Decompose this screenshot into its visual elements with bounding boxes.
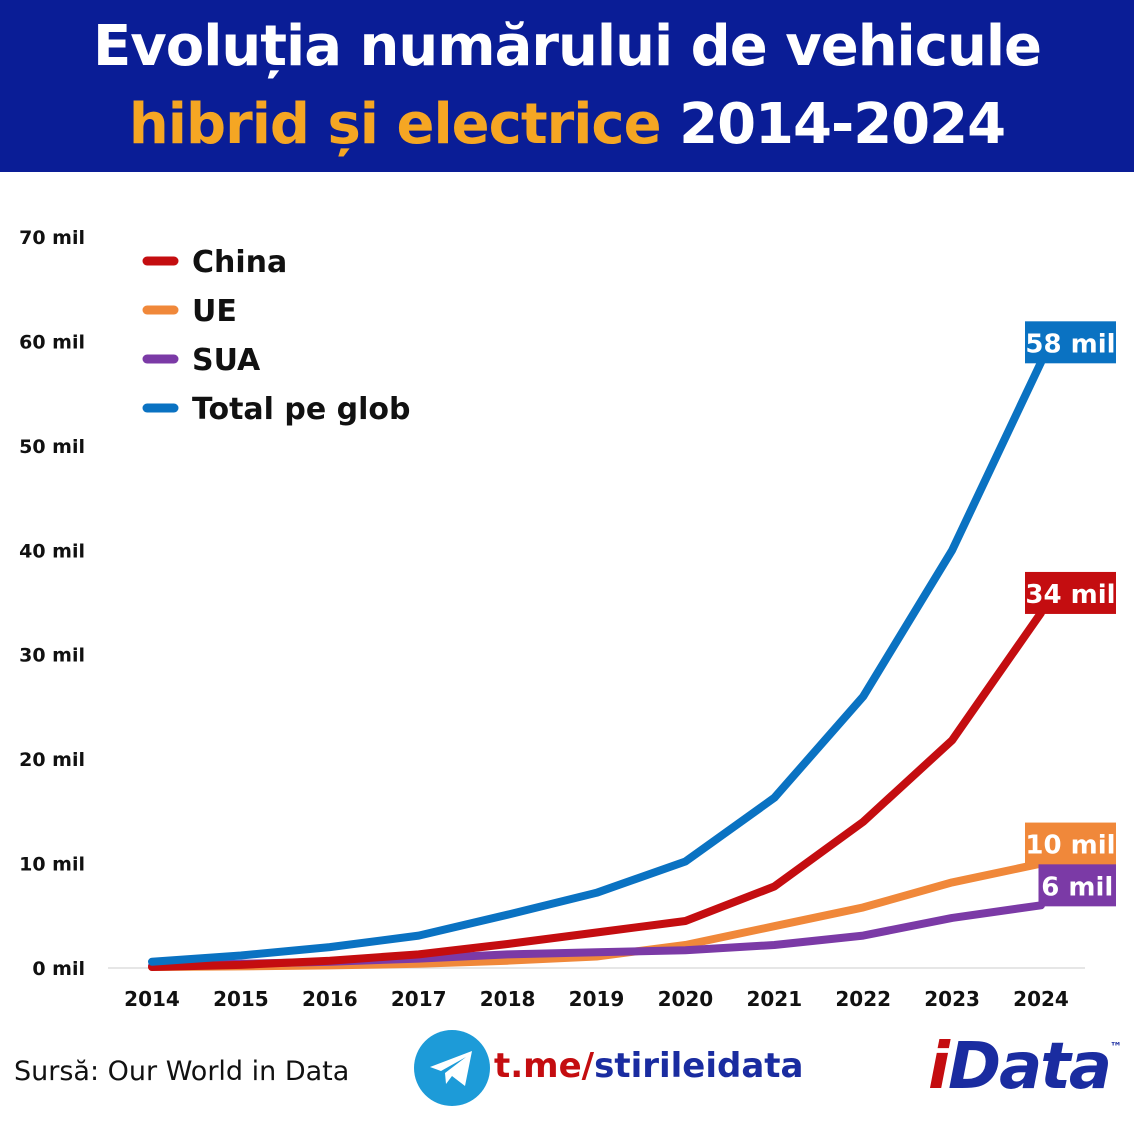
idata-logo: iData™ bbox=[928, 1030, 1122, 1104]
legend-label-ue: UE bbox=[192, 294, 237, 329]
legend-label-china: China bbox=[192, 245, 287, 280]
x-tick-label: 2017 bbox=[391, 987, 447, 1011]
x-tick-label: 2023 bbox=[924, 987, 980, 1011]
title-line-1: Evoluția numărului de vehicule bbox=[92, 14, 1042, 79]
x-tick-label: 2024 bbox=[1013, 987, 1069, 1011]
x-tick-label: 2016 bbox=[302, 987, 358, 1011]
x-tick-label: 2019 bbox=[569, 987, 625, 1011]
x-tick-label: 2014 bbox=[124, 987, 180, 1011]
logo-trademark: ™ bbox=[1110, 1040, 1122, 1054]
y-tick-label: 10 mil bbox=[19, 854, 85, 876]
end-label-ue: 10 mil bbox=[1025, 831, 1115, 861]
x-tick-label: 2022 bbox=[835, 987, 891, 1011]
title-years: 2014-2024 bbox=[679, 92, 1006, 157]
paper-plane-icon bbox=[430, 1051, 472, 1086]
end-label-box-total-pe-glob bbox=[1025, 321, 1116, 364]
end-label-box-china bbox=[1025, 571, 1116, 614]
y-tick-label: 0 mil bbox=[32, 958, 85, 980]
header-banner: Evoluția numărului de vehicule hibrid și… bbox=[0, 0, 1134, 172]
series-line-china bbox=[148, 608, 1045, 971]
y-tick-label: 20 mil bbox=[19, 749, 85, 771]
series-line-total-pe-glob bbox=[148, 358, 1045, 966]
y-tick-label: 50 mil bbox=[19, 436, 85, 458]
title-line-2: hibrid și electrice 2014-2024 bbox=[0, 92, 1134, 157]
logo-data: Data bbox=[947, 1030, 1112, 1104]
x-tick-label: 2018 bbox=[480, 987, 536, 1011]
telegram-link[interactable]: t.me/stirileidata bbox=[494, 1046, 804, 1086]
end-label-box-ue bbox=[1025, 822, 1116, 865]
telegram-link-prefix: t.me/ bbox=[494, 1046, 595, 1086]
y-tick-label: 40 mil bbox=[19, 540, 85, 562]
line-chart: 0 mil 10 mil 20 mil 30 mil 40 mil 50 mil 60 mi… bbox=[19, 227, 1116, 1011]
telegram-icon[interactable] bbox=[414, 1030, 490, 1106]
y-tick-label: 60 mil bbox=[19, 331, 85, 353]
end-label-box-sua bbox=[1038, 864, 1116, 907]
source-text: Sursă: Our World in Data bbox=[14, 1056, 350, 1087]
x-tick-label: 2020 bbox=[658, 987, 714, 1011]
logo-i: i bbox=[928, 1030, 950, 1104]
y-tick-label: 70 mil bbox=[19, 227, 85, 249]
end-label-china: 34 mil bbox=[1025, 580, 1115, 610]
x-tick-label: 2015 bbox=[213, 987, 269, 1011]
telegram-link-handle: stirileidata bbox=[594, 1046, 804, 1086]
title-highlight: hibrid și electrice bbox=[128, 92, 662, 157]
y-tick-label: 30 mil bbox=[19, 645, 85, 667]
x-tick-label: 2021 bbox=[746, 987, 802, 1011]
legend-label-total-pe-glob: Total pe glob bbox=[192, 392, 411, 427]
end-label-sua: 6 mil bbox=[1041, 872, 1113, 902]
end-label-total-pe-glob: 58 mil bbox=[1025, 329, 1115, 359]
legend-label-sua: SUA bbox=[192, 343, 261, 378]
